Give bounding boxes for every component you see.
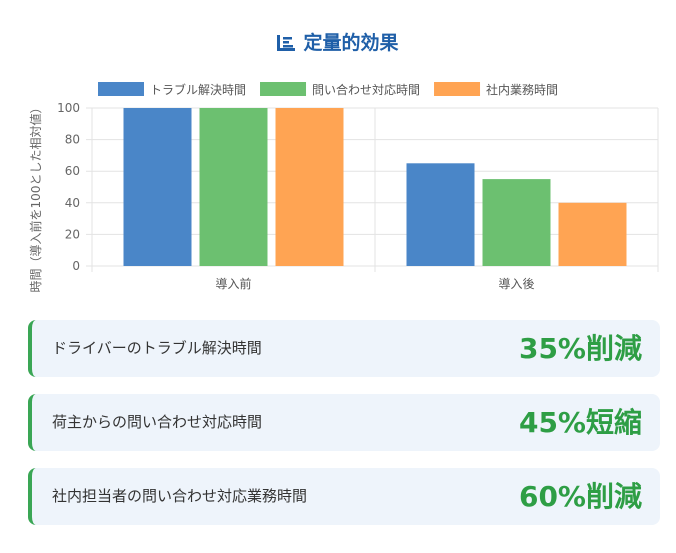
legend-swatch	[260, 82, 307, 96]
effect-value: 60%削減	[518, 480, 642, 513]
bar	[275, 108, 344, 266]
effect-label: 荷主からの問い合わせ対応時間	[52, 413, 263, 431]
effect-label: ドライバーのトラブル解決時間	[52, 339, 262, 357]
effect-card: 社内担当者の問い合わせ対応業務時間 60%削減	[28, 468, 660, 525]
y-tick-label: 20	[65, 227, 80, 241]
title-text: 定量的効果	[303, 32, 399, 54]
bar-chart-icon	[277, 34, 296, 56]
bar	[199, 108, 268, 266]
bar	[123, 108, 192, 266]
effect-value: 45%短縮	[518, 406, 642, 439]
legend-swatch	[434, 82, 481, 96]
y-tick-label: 0	[72, 259, 80, 273]
legend-swatch	[98, 82, 144, 96]
x-tick-label: 導入後	[498, 277, 534, 291]
legend-label: 問い合わせ対応時間	[312, 82, 420, 97]
legend-label: 社内業務時間	[486, 82, 558, 97]
y-tick-label: 40	[65, 196, 80, 210]
y-tick-label: 100	[57, 101, 80, 115]
effect-card: 荷主からの問い合わせ対応時間 45%短縮	[28, 394, 660, 451]
y-axis-label: 時間（導入前を100とした相対値）	[28, 102, 43, 293]
legend-label: トラブル解決時間	[150, 82, 246, 97]
x-tick-label: 導入前	[215, 276, 251, 291]
page-title: 定量的効果	[0, 28, 676, 56]
effect-card: ドライバーのトラブル解決時間 35%削減	[28, 320, 660, 377]
bar-chart: 0 20 40 60 80 100 導入前 導入後 時間（導入前を100とした相対値） トラブル解…	[28, 82, 659, 293]
effect-value: 35%削減	[518, 332, 642, 365]
effect-label: 社内担当者の問い合わせ対応業務時間	[52, 487, 308, 505]
bar	[406, 163, 475, 266]
y-tick-label: 60	[65, 164, 80, 178]
bar	[482, 179, 551, 266]
bar	[558, 202, 627, 266]
y-tick-label: 80	[65, 133, 80, 147]
